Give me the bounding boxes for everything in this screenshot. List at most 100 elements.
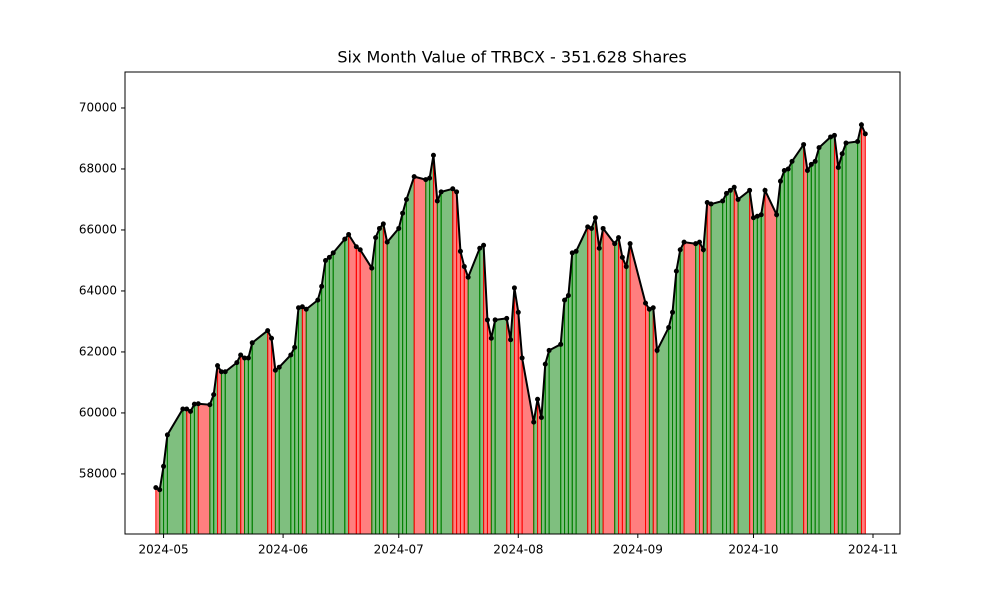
point [569, 250, 575, 256]
change-area [317, 286, 323, 535]
change-area [348, 232, 357, 535]
point [670, 309, 676, 315]
change-area [737, 189, 751, 535]
change-area [625, 243, 631, 535]
point [781, 167, 787, 173]
point [384, 239, 390, 245]
point [643, 300, 649, 306]
point [789, 158, 795, 164]
change-area [683, 241, 697, 535]
point [434, 198, 440, 204]
point [619, 254, 625, 260]
change-area [274, 366, 280, 535]
change-area [668, 312, 674, 535]
change-area [830, 134, 835, 535]
point [812, 158, 818, 164]
change-area [506, 318, 512, 535]
change-area [749, 190, 754, 535]
change-area [155, 486, 161, 535]
point [369, 265, 375, 271]
point [612, 241, 618, 247]
change-area [699, 241, 704, 535]
x-tick-label: 2024-08 [493, 543, 543, 557]
change-area [857, 124, 862, 535]
point [843, 140, 849, 146]
point [411, 174, 417, 180]
y-tick-label: 60000 [79, 405, 117, 419]
change-area [860, 124, 866, 535]
point [357, 247, 363, 253]
change-area [371, 237, 377, 535]
point [855, 139, 861, 145]
point [562, 297, 568, 303]
point [627, 241, 633, 247]
point [831, 132, 837, 138]
change-area [405, 176, 415, 535]
point [315, 297, 321, 303]
point [708, 201, 714, 207]
change-area [706, 201, 712, 535]
change-area [224, 361, 238, 535]
change-area [425, 177, 431, 535]
change-area [247, 342, 253, 535]
point [542, 361, 548, 367]
point [484, 317, 490, 323]
change-area [837, 153, 843, 535]
point [161, 463, 167, 469]
x-tick-label: 2024-06 [258, 543, 308, 557]
change-area [513, 287, 519, 535]
change-area [818, 135, 832, 535]
change-area [571, 250, 577, 535]
change-area [675, 249, 681, 535]
point [180, 406, 186, 412]
change-area [598, 228, 604, 535]
change-area [486, 319, 492, 535]
point [157, 487, 163, 493]
point [457, 248, 463, 254]
point [296, 305, 302, 311]
x-tick-label: 2024-09 [613, 543, 663, 557]
plot-frame [124, 71, 901, 535]
point [245, 355, 251, 361]
change-area [722, 193, 727, 535]
point [758, 212, 764, 218]
point [288, 352, 294, 358]
point [723, 190, 729, 196]
point [835, 164, 841, 170]
change-area [621, 257, 627, 535]
change-area [217, 363, 222, 535]
point [400, 210, 406, 216]
change-area [236, 354, 242, 535]
point [858, 122, 864, 128]
point [488, 335, 494, 341]
point [750, 215, 756, 221]
point [673, 268, 679, 274]
change-area [459, 251, 465, 535]
change-area [752, 215, 758, 535]
point [299, 304, 305, 310]
change-area [710, 200, 724, 535]
change-area [402, 199, 407, 535]
change-area [355, 245, 361, 535]
change-area [452, 187, 458, 535]
point [774, 212, 780, 218]
point [481, 242, 487, 248]
point [353, 244, 359, 250]
point [265, 328, 271, 334]
point [477, 245, 483, 251]
point [546, 347, 552, 353]
point [218, 369, 224, 375]
change-area [197, 403, 211, 535]
change-area [220, 371, 226, 535]
point [735, 196, 741, 202]
change-area [575, 226, 589, 535]
point [596, 245, 602, 251]
change-area [321, 260, 326, 535]
x-tick-label: 2024-10 [728, 543, 778, 557]
point [693, 241, 699, 247]
change-area [725, 189, 731, 535]
change-area [756, 213, 762, 535]
change-area [244, 357, 249, 535]
change-area [490, 319, 496, 535]
